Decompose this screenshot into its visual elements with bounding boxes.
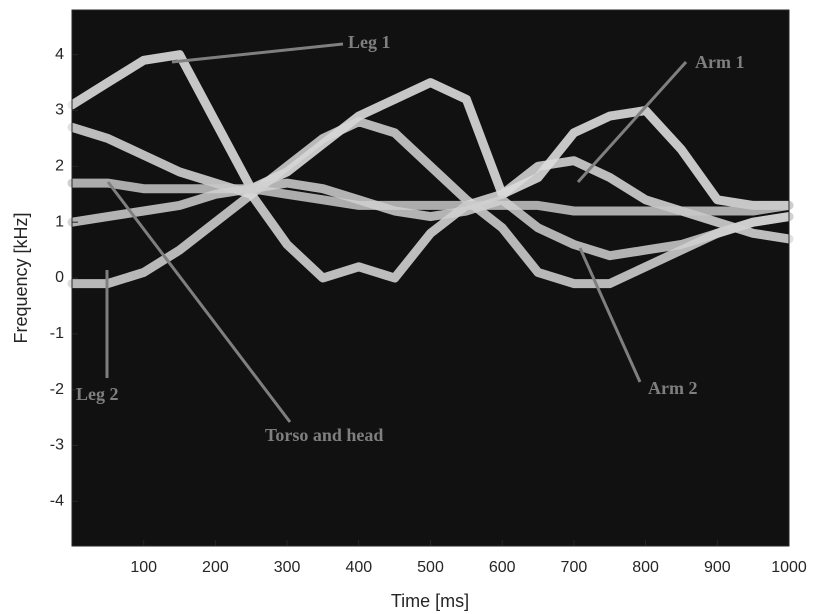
band-trace [67, 117, 794, 289]
y-axis-title: Frequency [kHz] [11, 212, 31, 343]
y-tick-label: 0 [55, 269, 64, 286]
x-tick-label: 300 [274, 559, 301, 576]
y-tick-label: 2 [55, 158, 64, 175]
plot-area [72, 10, 789, 546]
y-tick-label: 3 [55, 102, 64, 119]
x-tick-label: 100 [130, 559, 157, 576]
y-tick-label: -2 [50, 381, 64, 398]
x-tick-label: 700 [561, 559, 588, 576]
x-tick-label: 800 [632, 559, 659, 576]
x-tick-label: 1000 [771, 559, 807, 576]
y-tick-label: -1 [50, 325, 64, 342]
y-tick-label: -4 [50, 493, 64, 510]
annotation-pointer [106, 181, 292, 423]
y-tick-label: -3 [50, 437, 64, 454]
band-trace [67, 50, 794, 210]
annotation-pointer [578, 247, 642, 383]
x-axis-title: Time [ms] [391, 591, 469, 611]
x-tick-label: 900 [704, 559, 731, 576]
annotation-pointer [576, 60, 688, 184]
y-tick-label: 1 [55, 213, 64, 230]
annotation: Torso and head [265, 425, 383, 445]
annotation: Arm 2 [648, 378, 697, 398]
band-trace [67, 178, 794, 216]
annotation: Leg 2 [76, 384, 119, 404]
annotation: Leg 1 [348, 32, 391, 52]
x-tick-label: 500 [417, 559, 444, 576]
annotation: Arm 1 [695, 52, 744, 72]
annotation-pointer [171, 42, 344, 64]
band-trace [67, 178, 794, 261]
y-tick-label: 4 [55, 46, 64, 63]
x-tick-label: 400 [345, 559, 372, 576]
axes-frame [71, 9, 790, 547]
x-tick-label: 600 [489, 559, 516, 576]
x-tick-label: 200 [202, 559, 229, 576]
